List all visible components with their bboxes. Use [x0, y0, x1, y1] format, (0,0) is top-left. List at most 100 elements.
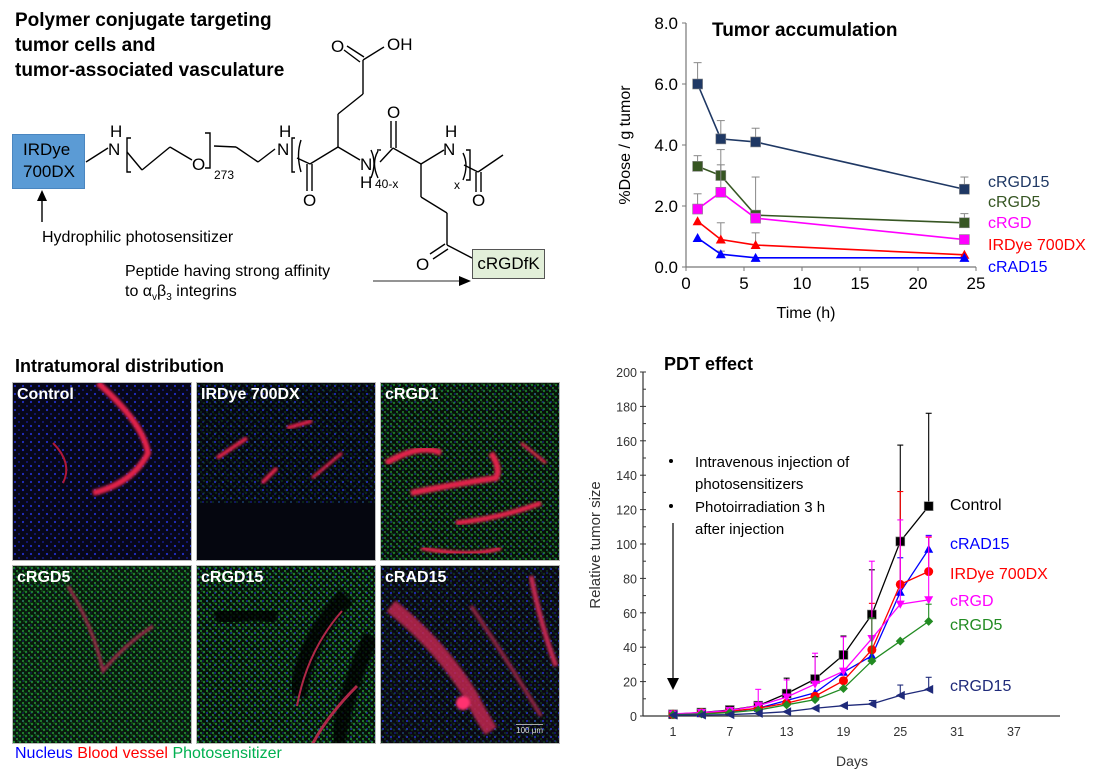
structure-title-line: Polymer conjugate targeting: [15, 10, 272, 31]
data-point: [715, 249, 726, 259]
x-tick-label: 13: [780, 725, 794, 739]
y-tick-label: 4.0: [654, 136, 678, 155]
data-point: [750, 240, 761, 250]
bullet: [669, 504, 673, 508]
x-tick-label: 37: [1007, 725, 1021, 739]
data-point: [668, 710, 678, 720]
y-tick-label: 8.0: [654, 14, 678, 33]
structure-title-line: tumor-associated vasculature: [15, 60, 285, 81]
series-crgd15: [692, 62, 970, 195]
chemical-structure-diagram: [37, 45, 504, 286]
atom-n: N: [108, 140, 121, 159]
block2-subscript: x: [454, 178, 460, 192]
pdt-effect-chart: 0 20 40 60 80 100 120 140 160 180 200 1 7 13 19 25 31 37 P…: [587, 354, 1060, 769]
micrograph-image: [197, 383, 375, 560]
data-point: [923, 501, 934, 511]
y-tick-label: 140: [616, 469, 637, 483]
annotation-text: photosensitizers: [695, 476, 803, 493]
y-tick-label: 120: [616, 504, 637, 518]
data-point: [924, 616, 934, 626]
series-line: [672, 620, 930, 716]
injection-arrow-head: [667, 678, 679, 690]
data-point: [959, 252, 970, 262]
annotation-text: Intravenous injection of: [695, 454, 850, 471]
y-tick-label: 80: [623, 572, 637, 586]
panel-label: cRGD1: [385, 386, 439, 403]
legend-label: cRAD15: [988, 259, 1048, 276]
micrograph-panel: cRGD5: [12, 565, 192, 744]
distribution-title: Intratumoral distribution: [15, 356, 224, 376]
legend-label: IRDye 700DX: [988, 237, 1086, 254]
x-axis-label: Time (h): [777, 305, 836, 322]
legend-label: cRGD5: [950, 617, 1003, 634]
bullet: [669, 459, 673, 463]
y-tick-label: 6.0: [654, 75, 678, 94]
series-line: [696, 83, 965, 191]
x-tick-label: 10: [793, 274, 812, 293]
atom-o: O: [416, 255, 430, 274]
x-tick-label: 15: [851, 274, 870, 293]
y-tick-label: 160: [616, 435, 637, 449]
chart-title: PDT effect: [664, 354, 753, 374]
panel-label: IRDye 700DX: [201, 386, 300, 403]
series-crgd: [668, 519, 934, 719]
series-line: [672, 688, 929, 716]
legend-label: Control: [950, 497, 1002, 514]
legend-label: cRGD15: [950, 678, 1011, 695]
annotation-text: after injection: [695, 521, 784, 538]
x-tick-label: 1: [670, 725, 677, 739]
x-tick-label: 25: [893, 725, 907, 739]
atom-n: N: [277, 140, 290, 159]
y-axis-label: Relative tumor size: [587, 481, 604, 609]
micrograph-panel: cRAD15 100 μm: [380, 565, 560, 744]
data-point: [838, 683, 848, 693]
series-crgd5: [692, 149, 970, 229]
x-tick-label: 20: [909, 274, 928, 293]
legend-label: cRGD15: [988, 174, 1049, 191]
peg-subscript: 273: [214, 168, 235, 182]
block1-subscript: 40-x: [375, 177, 399, 191]
series-irdye-700dx: [692, 216, 970, 259]
data-point: [692, 203, 703, 215]
data-point: [810, 695, 820, 705]
crgdfk-box: cRGDfK: [472, 249, 545, 279]
y-tick-label: 2.0: [654, 197, 678, 216]
beta-subscript: 3: [166, 292, 172, 304]
micrograph-image: [381, 566, 559, 743]
legend-label: cRGD: [950, 593, 994, 610]
micrograph-image: [13, 566, 191, 743]
micrograph-image: [13, 383, 191, 560]
series-line: [672, 570, 929, 715]
atom-h: H: [279, 122, 292, 141]
legend-label: cRGD5: [988, 194, 1041, 211]
atom-oh: OH: [387, 35, 413, 54]
data-point: [692, 233, 703, 243]
series-crgd15: [668, 676, 934, 720]
y-tick-label: 20: [623, 676, 637, 690]
peptide-note-suffix: integrins: [171, 283, 237, 300]
peptide-note-line2: to αvβ3 integrins: [125, 282, 330, 308]
y-axis-label: %Dose / g tumor: [617, 85, 634, 205]
y-tick-label: 0.0: [654, 258, 678, 277]
data-point: [725, 710, 735, 720]
series-line: [697, 165, 965, 224]
data-point: [810, 703, 820, 713]
micrograph-panel: IRDye 700DX: [196, 382, 376, 561]
x-tick-label: 25: [967, 274, 986, 293]
data-point: [924, 596, 934, 605]
irdye-label-line1: IRDye: [23, 140, 71, 159]
peptide-note-line1: Peptide having strong affinity: [125, 263, 331, 280]
panel-label: cRGD15: [201, 569, 264, 586]
structure-title-line: tumor cells and: [15, 35, 156, 56]
peptide-note: Peptide having strong affinity to αvβ3 i…: [125, 262, 330, 308]
atom-h: H: [110, 122, 123, 141]
data-point: [838, 701, 848, 711]
panel-label: cRAD15: [385, 569, 447, 586]
legend-label: cRGD: [988, 215, 1032, 232]
panel-label: cRGD5: [17, 569, 71, 586]
data-point: [782, 707, 792, 717]
y-tick-label: 100: [616, 538, 637, 552]
data-point: [692, 161, 703, 172]
data-point: [692, 78, 703, 90]
data-point: [692, 216, 703, 226]
